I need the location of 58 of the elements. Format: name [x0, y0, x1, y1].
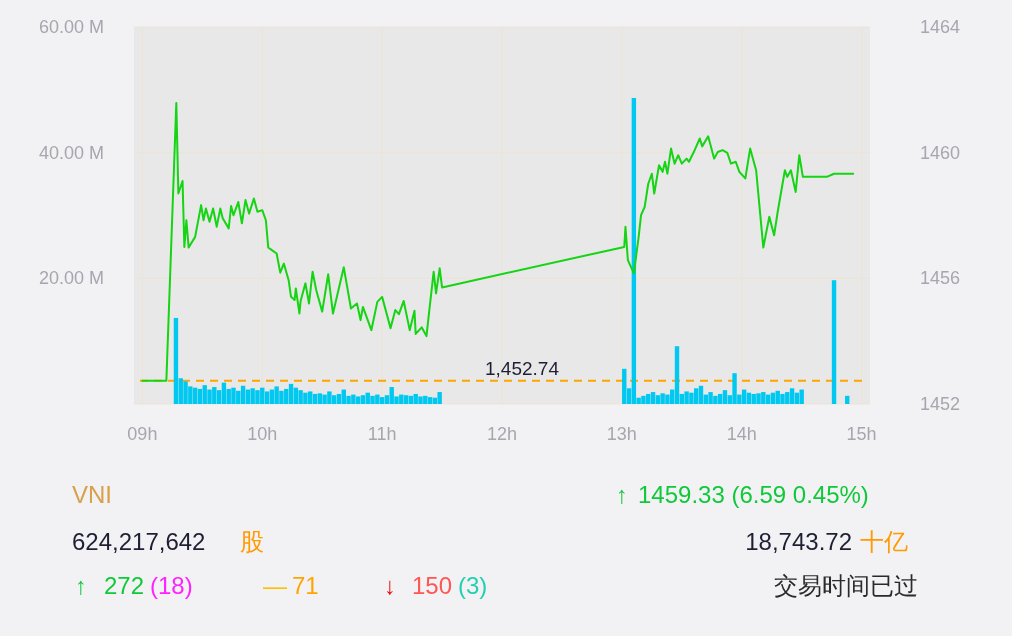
x-tick-label: 11h — [367, 424, 397, 444]
bar — [693, 388, 699, 404]
bar — [437, 392, 442, 404]
y2-tick-label: 1456 — [919, 268, 961, 289]
bar — [331, 395, 337, 404]
y2-tick-label: 1464 — [919, 17, 961, 37]
bar — [799, 389, 804, 404]
bar — [722, 390, 728, 404]
y2-tick-label: 1460 — [919, 142, 961, 163]
text: (3) — [458, 572, 488, 599]
x-tick-label: 13h — [606, 424, 637, 444]
y2-tick-label: 1452 — [919, 394, 961, 414]
text: 股 — [240, 528, 264, 555]
bar — [698, 385, 704, 404]
bar — [650, 392, 656, 404]
y-tick-label: 60.00 M — [38, 17, 104, 37]
bar — [403, 395, 409, 404]
text: (18) — [150, 572, 193, 599]
text: ↑ — [616, 481, 628, 508]
bar — [780, 393, 785, 404]
y-tick-label: 40.00 M — [38, 142, 104, 163]
text: ↑ — [75, 572, 87, 599]
text: 1459.33 (6.59 0.45%) — [638, 481, 869, 508]
line-series — [141, 102, 855, 382]
bar — [355, 396, 361, 404]
bar — [427, 397, 433, 404]
bar — [655, 395, 661, 404]
bar — [264, 391, 270, 404]
text: 十亿 — [860, 528, 908, 555]
x-tick-label: 15h — [846, 424, 877, 444]
bar — [312, 393, 318, 404]
x-tick-label: 10h — [247, 424, 278, 444]
text: ↓ — [384, 572, 396, 599]
bar — [336, 393, 342, 404]
text: 624,217,642 — [72, 528, 206, 555]
ref-line-label: 1,452.74 — [485, 357, 560, 379]
text: 18,743.72 — [745, 528, 852, 555]
y-tick-label: 20.00 M — [38, 268, 104, 289]
bar — [197, 388, 203, 404]
text: — — [263, 572, 287, 599]
x-tick-label: 14h — [726, 424, 757, 444]
text: VNI — [72, 481, 113, 508]
text: 272 — [104, 572, 145, 599]
bar — [622, 368, 627, 404]
bar — [674, 346, 680, 404]
bar — [789, 388, 795, 404]
text: 150 — [412, 572, 453, 599]
x-tick-label: 09h — [127, 424, 158, 444]
bar — [288, 383, 294, 404]
bar — [717, 393, 723, 404]
text: 71 — [292, 572, 319, 599]
x-tick-label: 12h — [486, 424, 518, 444]
bar — [240, 385, 246, 404]
bar — [379, 397, 385, 404]
bar — [173, 317, 179, 404]
text: 交易时间已过 — [774, 572, 918, 599]
bar — [831, 280, 837, 404]
bar — [360, 395, 366, 404]
